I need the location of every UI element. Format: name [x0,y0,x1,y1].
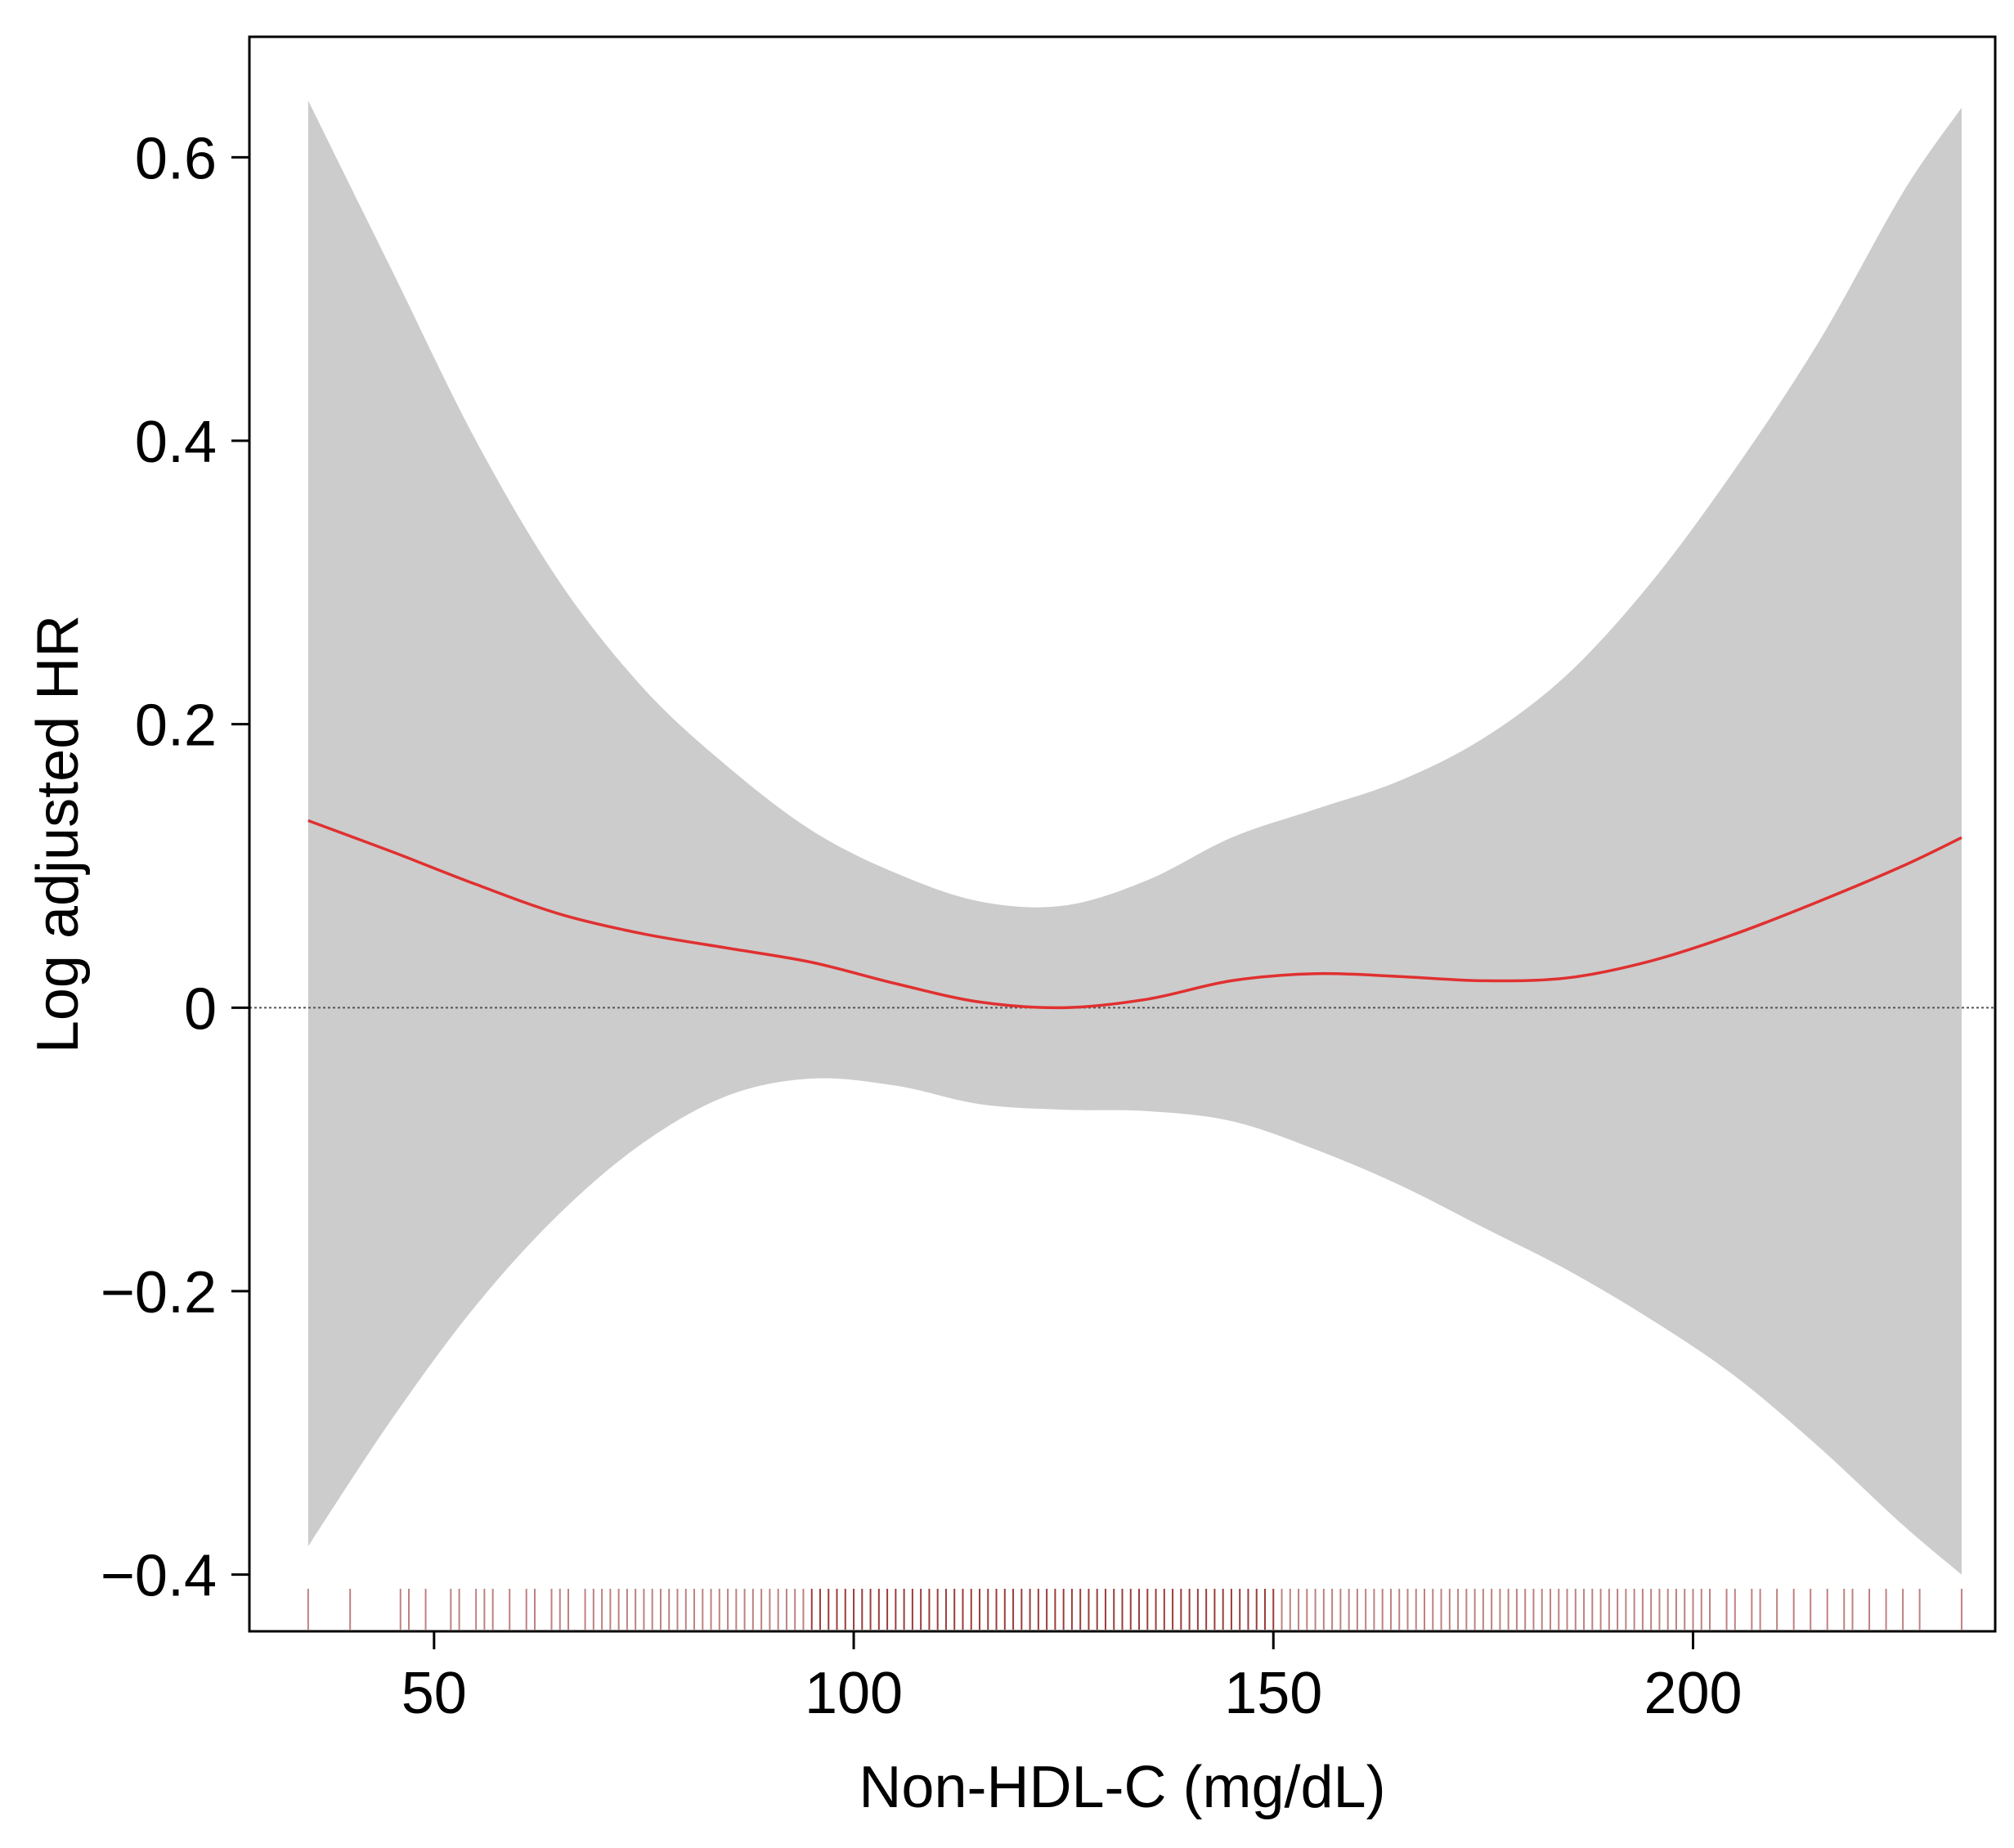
y-tick-label: −0.2 [101,1260,217,1325]
x-axis-title: Non-HDL-C (mg/dL) [859,1755,1385,1820]
y-axis-title: Log adjusted HR [25,615,91,1053]
plot-frame [248,35,1997,1633]
x-tick-label: 100 [805,1661,903,1726]
x-tick-label: 200 [1644,1661,1742,1726]
y-tick-label: −0.4 [101,1544,217,1609]
confidence-band [307,101,1962,1575]
y-tick-label: 0.2 [135,693,217,759]
hr-curve-series [307,819,1962,1010]
y-tick-label: 0.6 [135,126,217,191]
y-tick-label: 0.4 [135,410,217,475]
x-tick-label: 150 [1224,1661,1322,1726]
y-axis: −0.4 −0.2 0 0.2 0.4 0.6 [101,126,249,1609]
y-tick-label: 0 [184,976,217,1042]
x-axis: 50 100 150 200 [401,1631,1743,1726]
rug-plot [307,1589,1962,1630]
x-tick-label: 50 [401,1661,467,1726]
hr-curve-line [307,819,1962,1010]
confidence-band-area [307,101,1962,1575]
